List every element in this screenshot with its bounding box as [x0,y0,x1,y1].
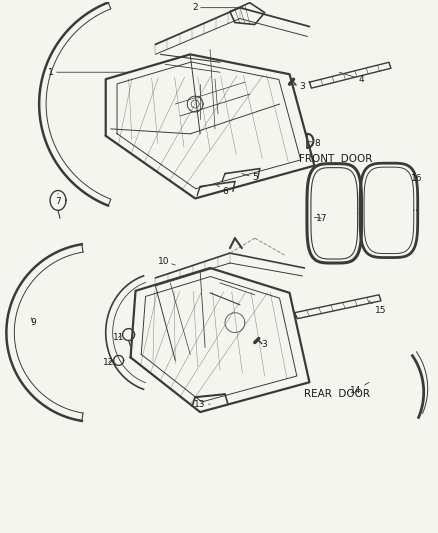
Text: 3: 3 [290,82,305,91]
Text: 16: 16 [407,172,421,183]
Text: 7: 7 [55,193,61,206]
Text: 10: 10 [157,256,175,265]
Text: 4: 4 [339,72,363,84]
Text: 17: 17 [314,214,326,223]
Text: 13: 13 [194,400,209,409]
Text: 6: 6 [215,183,227,196]
Text: 5: 5 [241,173,257,182]
Text: 3: 3 [256,340,266,349]
Text: 15: 15 [368,301,386,315]
Text: 12: 12 [103,358,114,367]
Text: REAR  DOOR: REAR DOOR [304,389,370,399]
Text: 2: 2 [192,3,242,12]
Text: 14: 14 [350,382,368,395]
Text: 11: 11 [113,333,124,342]
Text: FRONT  DOOR: FRONT DOOR [299,154,372,164]
Text: 1: 1 [48,68,130,77]
Text: 9: 9 [30,318,36,327]
Text: 8: 8 [307,139,320,148]
